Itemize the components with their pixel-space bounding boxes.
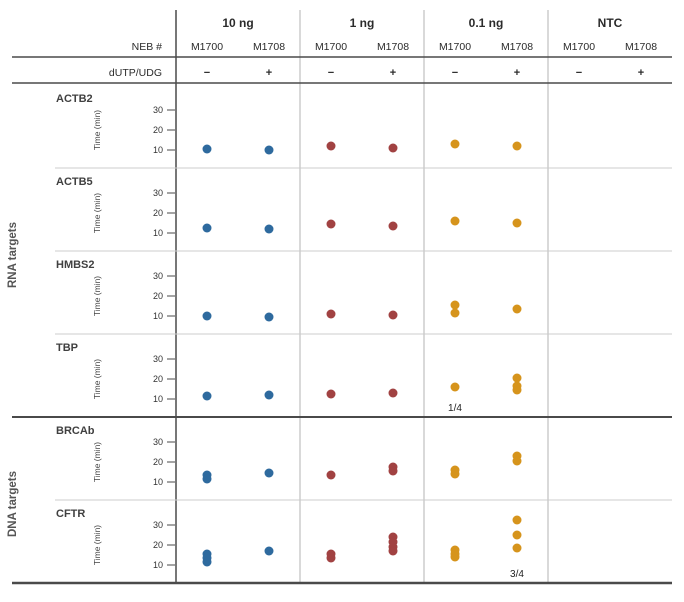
target-label: HMBS2 — [56, 259, 95, 271]
neb-id-label: M1700 — [315, 41, 347, 53]
udg-sign-label: − — [328, 67, 334, 79]
replicate-fraction-annotation: 1/4 — [448, 403, 462, 414]
data-point — [202, 391, 212, 401]
data-point — [326, 219, 336, 229]
y-tick-label: 20 — [153, 457, 163, 467]
neb-id-label: M1700 — [563, 41, 595, 53]
group-label-rna-targets: RNA targets — [7, 222, 19, 288]
data-point — [202, 557, 212, 567]
y-tick-label: 10 — [153, 477, 163, 487]
data-point — [388, 310, 398, 320]
y-axis-label: Time (min) — [92, 442, 102, 482]
y-tick-label: 20 — [153, 374, 163, 384]
data-point — [512, 543, 522, 553]
dose-label: 10 ng — [222, 16, 253, 30]
dose-label: 0.1 ng — [469, 16, 504, 30]
data-point — [450, 139, 460, 149]
udg-sign-label: + — [390, 67, 396, 79]
data-point — [450, 308, 460, 318]
y-tick-label: 10 — [153, 560, 163, 570]
y-tick-label: 30 — [153, 105, 163, 115]
y-tick-label: 30 — [153, 188, 163, 198]
y-tick-label: 10 — [153, 145, 163, 155]
data-point — [450, 552, 460, 562]
data-point — [450, 469, 460, 479]
data-point — [512, 530, 522, 540]
target-label: ACTB5 — [56, 176, 93, 188]
data-point — [388, 143, 398, 153]
data-point — [388, 546, 398, 556]
data-point — [264, 546, 274, 556]
data-point — [512, 304, 522, 314]
neb-id-label: M1708 — [625, 41, 657, 53]
data-point — [202, 311, 212, 321]
data-point — [450, 382, 460, 392]
group-label-dna-targets: DNA targets — [7, 471, 19, 537]
data-point — [512, 141, 522, 151]
data-point — [512, 515, 522, 525]
udg-sign-label: + — [514, 67, 520, 79]
data-point — [264, 312, 274, 322]
data-point — [326, 141, 336, 151]
data-point — [388, 466, 398, 476]
data-point — [326, 553, 336, 563]
data-point — [326, 389, 336, 399]
dose-label: 1 ng — [350, 16, 375, 30]
dose-label: NTC — [598, 16, 623, 30]
y-axis-label: Time (min) — [92, 359, 102, 399]
data-point — [512, 385, 522, 395]
data-point — [450, 300, 460, 310]
data-point — [326, 470, 336, 480]
data-point — [512, 373, 522, 383]
y-tick-label: 20 — [153, 540, 163, 550]
neb-id-label: M1700 — [439, 41, 471, 53]
data-point — [264, 468, 274, 478]
data-point — [388, 221, 398, 231]
y-tick-label: 30 — [153, 271, 163, 281]
target-label: TBP — [56, 342, 78, 354]
data-point — [264, 224, 274, 234]
data-point — [450, 216, 460, 226]
data-point — [388, 388, 398, 398]
y-tick-label: 10 — [153, 311, 163, 321]
replicate-fraction-annotation: 3/4 — [510, 569, 524, 580]
y-axis-label: Time (min) — [92, 276, 102, 316]
neb-id-label: M1708 — [377, 41, 409, 53]
y-axis-label: Time (min) — [92, 110, 102, 150]
y-tick-label: 30 — [153, 354, 163, 364]
data-point — [512, 218, 522, 228]
data-point — [202, 474, 212, 484]
y-axis-label: Time (min) — [92, 193, 102, 233]
target-label: CFTR — [56, 508, 85, 520]
y-tick-label: 10 — [153, 228, 163, 238]
data-point — [512, 456, 522, 466]
y-tick-label: 20 — [153, 125, 163, 135]
y-axis-label: Time (min) — [92, 525, 102, 565]
y-tick-label: 30 — [153, 520, 163, 530]
y-tick-label: 10 — [153, 394, 163, 404]
data-point — [264, 390, 274, 400]
udg-sign-label: − — [576, 67, 582, 79]
udg-row-label: dUTP/UDG — [109, 67, 162, 79]
data-point — [264, 145, 274, 155]
neb-id-label: M1700 — [191, 41, 223, 53]
neb-id-label: M1708 — [253, 41, 285, 53]
data-point — [326, 309, 336, 319]
data-point — [202, 144, 212, 154]
udg-sign-label: + — [638, 67, 644, 79]
udg-sign-label: + — [266, 67, 272, 79]
target-label: BRCAb — [56, 425, 95, 437]
y-tick-label: 20 — [153, 208, 163, 218]
data-point — [202, 223, 212, 233]
udg-sign-label: − — [452, 67, 458, 79]
y-tick-label: 30 — [153, 437, 163, 447]
y-tick-label: 20 — [153, 291, 163, 301]
udg-sign-label: − — [204, 67, 210, 79]
neb-row-label: NEB # — [132, 41, 163, 53]
target-label: ACTB2 — [56, 93, 93, 105]
neb-id-label: M1708 — [501, 41, 533, 53]
